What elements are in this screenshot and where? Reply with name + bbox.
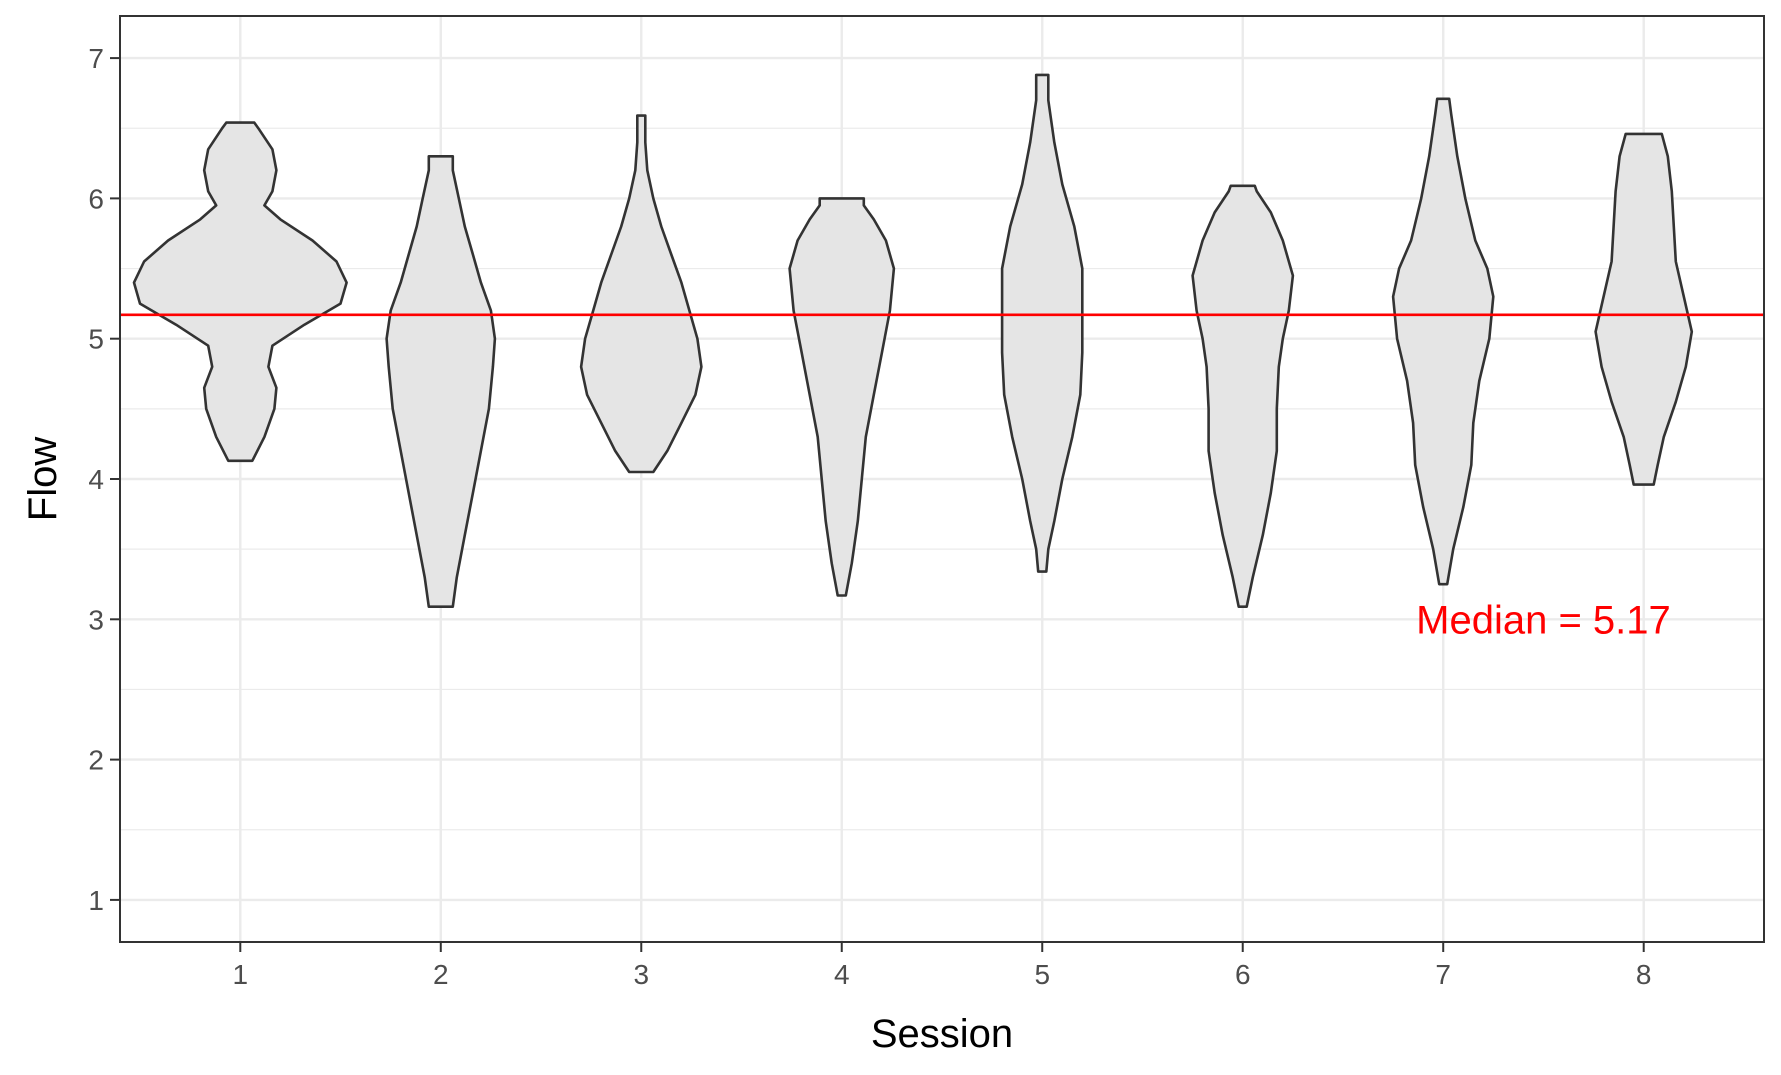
x-axis-ticks: 1 2 3 4 5 6 7 8 [233, 942, 1652, 990]
violin-session-4 [788, 197, 896, 597]
y-axis-ticks: 1 2 3 4 5 6 7 [88, 43, 120, 916]
violin-session-8 [1594, 132, 1694, 486]
x-tick-label: 4 [834, 959, 850, 990]
y-tick-label: 7 [88, 43, 104, 74]
y-tick-label: 5 [88, 324, 104, 355]
y-tick-label: 1 [88, 885, 104, 916]
y-tick-label: 6 [88, 183, 104, 214]
violin-session-7 [1391, 97, 1495, 586]
x-tick-label: 6 [1235, 959, 1251, 990]
violins [132, 73, 1694, 608]
violin-session-3 [579, 114, 703, 474]
x-tick-label: 8 [1636, 959, 1652, 990]
x-tick-label: 3 [633, 959, 649, 990]
violin-session-5 [1000, 73, 1084, 573]
x-tick-label: 7 [1435, 959, 1451, 990]
x-tick-label: 2 [433, 959, 449, 990]
y-tick-label: 4 [88, 464, 104, 495]
violin-session-1 [132, 121, 348, 463]
median-annotation: Median = 5.17 [1416, 598, 1671, 642]
y-axis-title: Flow [21, 437, 65, 522]
x-tick-label: 5 [1034, 959, 1050, 990]
x-tick-label: 1 [233, 959, 249, 990]
violin-session-2 [385, 155, 497, 608]
violin-session-6 [1191, 184, 1295, 608]
y-tick-label: 3 [88, 604, 104, 635]
x-axis-title: Session [871, 1012, 1013, 1056]
y-tick-label: 2 [88, 745, 104, 776]
